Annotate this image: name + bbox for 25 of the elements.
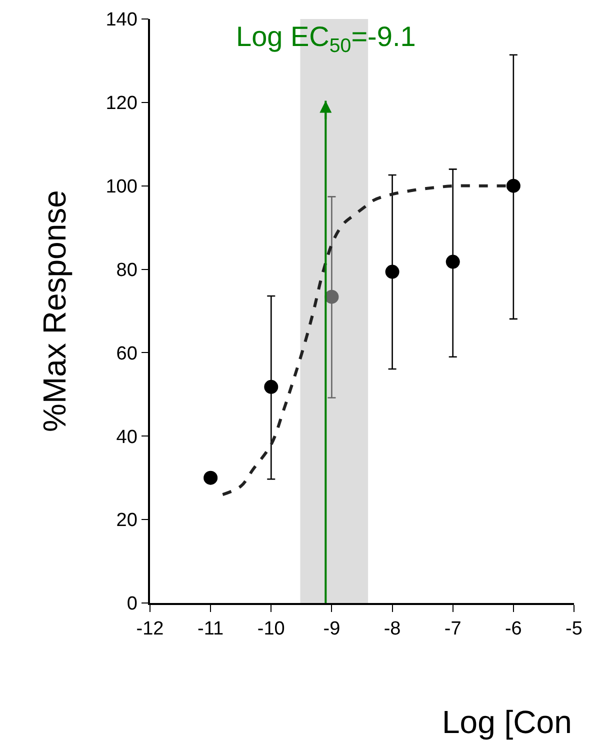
point	[506, 178, 520, 193]
point	[204, 470, 218, 485]
point	[264, 380, 278, 394]
x-tick-label: -5	[566, 618, 582, 640]
ref-line-label: Log EC$_{50}$=-9.1	[236, 21, 416, 57]
x-axis-title: Log [Con	[442, 704, 572, 740]
y-tick-label: 140	[106, 10, 138, 31]
x-tick-label: -9	[323, 618, 340, 640]
y-axis-title: %Max Response	[36, 190, 73, 432]
point	[446, 254, 460, 269]
x-tick-label: -11	[198, 618, 224, 640]
y-tick-label: 40	[116, 426, 138, 448]
y-tick-label: 120	[106, 93, 138, 114]
x-tick-label: -12	[136, 618, 164, 640]
y-tick-label: 100	[106, 176, 138, 198]
point	[324, 290, 339, 304]
y-tick-label: 80	[116, 260, 138, 281]
y-tick-label: 20	[116, 510, 138, 532]
x-tick-label: -8	[384, 618, 401, 640]
y-tick-label: 0	[126, 594, 138, 615]
x-tick-label: -6	[504, 618, 522, 640]
y-tick-label: 60	[116, 343, 138, 364]
x-tick-label: -10	[257, 618, 285, 640]
x-tick-label: -7	[444, 618, 462, 640]
point	[385, 264, 400, 279]
